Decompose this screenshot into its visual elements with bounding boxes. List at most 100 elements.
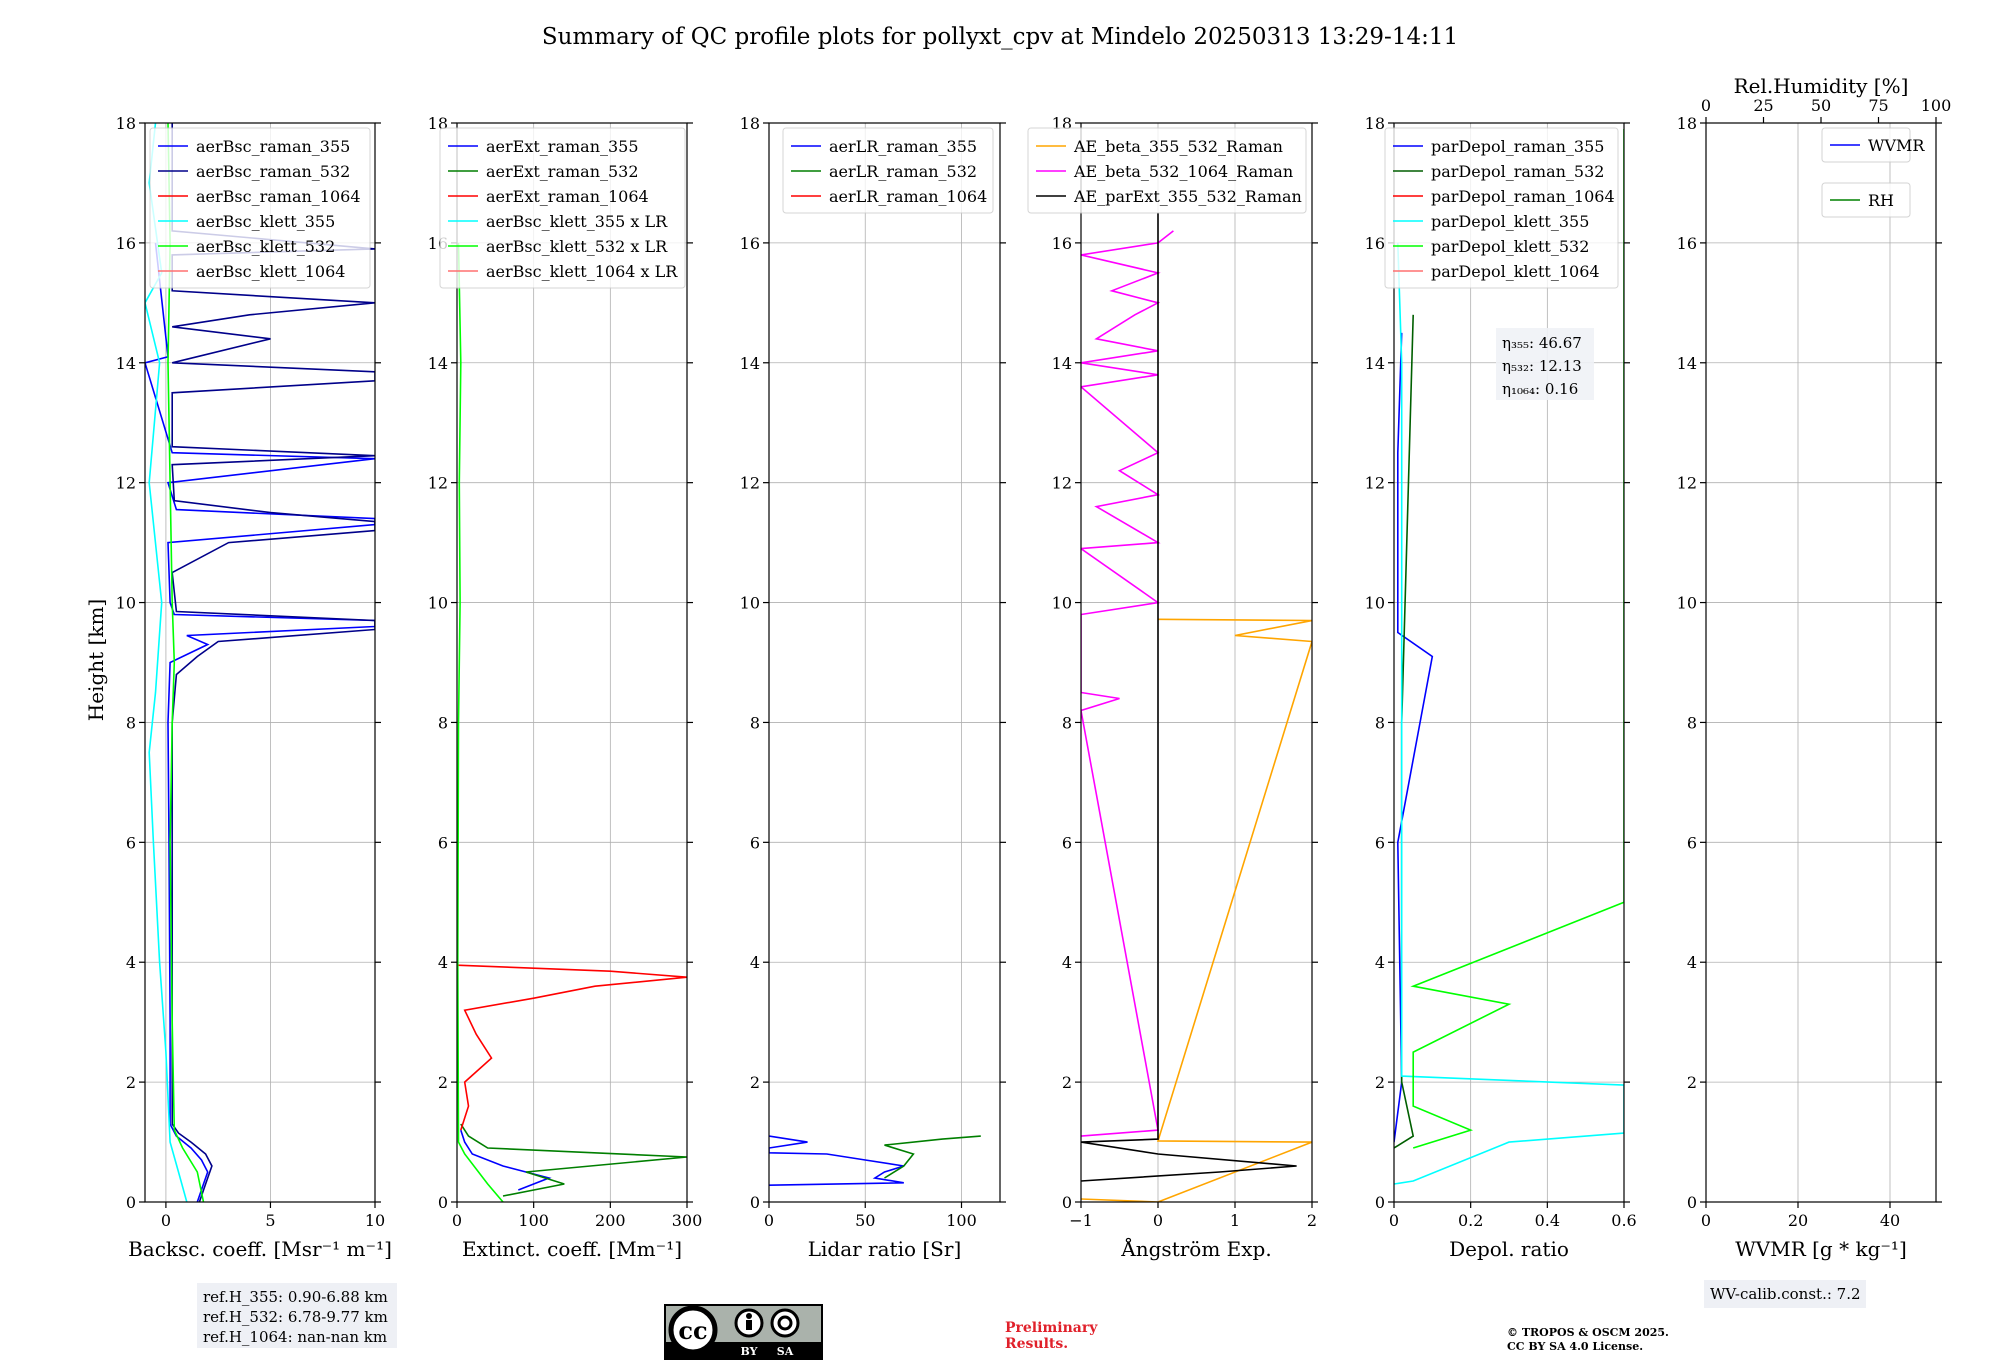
- series-group: [457, 242, 687, 1202]
- y-tick-label: 4: [1375, 953, 1385, 972]
- y-tick-label: 0: [1062, 1193, 1072, 1212]
- y-tick-label: 8: [126, 713, 136, 732]
- series-line-parDepol_raman_355: [1394, 332, 1434, 1143]
- x-tick-label: 5: [265, 1211, 275, 1230]
- y-tick-label: 18: [740, 114, 760, 133]
- legend-box: [1384, 127, 1619, 289]
- legend-label: aerBsc_klett_1064 x LR: [486, 262, 678, 281]
- top-x-tick-label: 75: [1868, 96, 1888, 115]
- y-tick-label: 14: [1365, 354, 1385, 373]
- legend: WVMR RH: [1821, 127, 1925, 218]
- legend: aerLR_raman_355 aerLR_raman_532 aerLR_rama…: [782, 127, 994, 214]
- legend-label: aerExt_raman_355: [486, 137, 639, 156]
- legend-box: [782, 127, 994, 214]
- series-line-parDepol_klett_355: [1394, 242, 1624, 1185]
- series-line-aerLR_raman_355: [769, 1135, 905, 1186]
- y-tick-label: 4: [438, 953, 448, 972]
- y-tick-label: 18: [116, 114, 136, 133]
- panel-lr: 0 2 4 6 8 10 12 14 16 18 0 50 100 Lidar ratio [Sr] aer…: [740, 114, 1006, 1261]
- y-tick-label: 4: [1687, 953, 1697, 972]
- legend-label: AE_beta_355_532_Raman: [1073, 137, 1283, 156]
- y-tick-label: 6: [1062, 833, 1072, 852]
- y-tick-label: 18: [1365, 114, 1385, 133]
- series-line-aerBsc_klett_532: [167, 123, 205, 1202]
- x-tick-label: 0.2: [1458, 1211, 1483, 1230]
- sa-icon-arrow: [777, 1315, 793, 1331]
- legend-box: [1821, 182, 1911, 218]
- eta-355: η₃₅₅: 46.67: [1502, 334, 1582, 352]
- x-tick-label: 50: [855, 1211, 875, 1230]
- series-line-aerExt_raman_532: [460, 1123, 687, 1197]
- ref-heights-box: ref.H_355: 0.90-6.88 km ref.H_532: 6.78-…: [197, 1283, 397, 1348]
- series-line-aerExt_raman_355: [460, 1129, 552, 1191]
- legend-label: WVMR: [1868, 136, 1925, 155]
- x-axis-label: Depol. ratio: [1449, 1237, 1569, 1261]
- y-tick-label: 0: [126, 1193, 136, 1212]
- x-tick-label: 0: [1153, 1211, 1163, 1230]
- x-tick-label: 100: [946, 1211, 977, 1230]
- legend-label: parDepol_raman_1064: [1431, 187, 1615, 206]
- eta-1064: η₁₀₆₄: 0.16: [1502, 380, 1578, 398]
- x-tick-label: 0: [764, 1211, 774, 1230]
- panel-depol: 0 2 4 6 8 10 12 14 16 18 0 0.2 0.4 0.6 Depol. ratio par…: [1365, 114, 1637, 1261]
- x-tick-label: 100: [518, 1211, 549, 1230]
- axes-frame: [1393, 122, 1625, 1203]
- y-tick-label: 14: [428, 354, 448, 373]
- y-tick-label: 10: [740, 594, 760, 613]
- series-line-AE_beta_532_1064_Raman: [1081, 230, 1174, 1137]
- y-tick-label: 8: [750, 713, 760, 732]
- x-axis-label: Ångström Exp.: [1120, 1236, 1271, 1261]
- x-tick-label: 300: [672, 1211, 703, 1230]
- y-tick-label: 10: [116, 594, 136, 613]
- y-tick-label: 4: [126, 953, 136, 972]
- y-tick-label: 6: [126, 833, 136, 852]
- top-x-tick-label: 100: [1921, 96, 1952, 115]
- y-tick-label: 2: [1375, 1073, 1385, 1092]
- legend: aerExt_raman_355 aerExt_raman_532 aerExt_r…: [439, 127, 686, 289]
- y-tick-label: 0: [438, 1193, 448, 1212]
- copyright-line1: © TROPOS & OSCM 2025.: [1507, 1326, 1669, 1339]
- y-tick-label: 8: [1687, 713, 1697, 732]
- wv-calib-bg: [1704, 1280, 1866, 1308]
- y-tick-label: 8: [1375, 713, 1385, 732]
- y-tick-label: 12: [740, 474, 760, 493]
- series-line-aerBsc_klett_532 x LR: [457, 242, 504, 1202]
- series-line-aerLR_raman_532: [884, 1135, 981, 1179]
- y-tick-label: 2: [438, 1073, 448, 1092]
- legend-label: aerExt_raman_532: [486, 162, 639, 181]
- x-tick-label: 2: [1307, 1211, 1317, 1230]
- by-icon-head: [746, 1313, 752, 1319]
- y-tick-label: 10: [1677, 594, 1697, 613]
- cc-icon-letters: cc: [678, 1316, 707, 1345]
- x-tick-label: 0: [161, 1211, 171, 1230]
- x-tick-label: 200: [595, 1211, 626, 1230]
- y-axis-label: Height [km]: [84, 599, 108, 721]
- legend-box: [439, 127, 686, 289]
- y-tick-label: 0: [750, 1193, 760, 1212]
- x-tick-label: 0.6: [1611, 1211, 1636, 1230]
- panel-bsc: 0 2 4 6 8 10 12 14 16 18 0 5 10 Backsc. coeff. [Msr⁻¹…: [116, 114, 392, 1261]
- eta-532: η₅₃₂: 12.13: [1502, 357, 1582, 375]
- legend: aerBsc_raman_355 aerBsc_raman_532 aerBsc_r…: [149, 127, 371, 289]
- legend-label: aerBsc_klett_1064: [196, 262, 345, 281]
- top-x-tick-label: 0: [1701, 96, 1711, 115]
- y-tick-label: 8: [1062, 713, 1072, 732]
- legend: parDepol_raman_355 parDepol_raman_532 parD…: [1384, 127, 1619, 289]
- legend-box: [1821, 127, 1911, 163]
- eta-box: η₃₅₅: 46.67 η₅₃₂: 12.13 η₁₀₆₄: 0.16: [1496, 328, 1594, 400]
- y-tick-label: 12: [116, 474, 136, 493]
- y-tick-label: 18: [1677, 114, 1697, 133]
- y-tick-label: 10: [428, 594, 448, 613]
- preliminary-line1: Preliminary: [1005, 1320, 1098, 1336]
- x-tick-label: 0.4: [1535, 1211, 1560, 1230]
- by-icon-body: [746, 1320, 752, 1330]
- series-group: [1081, 212, 1312, 1202]
- series-line-AE_beta_355_532_Raman: [1081, 618, 1312, 1202]
- y-tick-label: 12: [1052, 474, 1072, 493]
- legend-label: aerBsc_raman_1064: [196, 187, 361, 206]
- x-axis-label: WVMR [g * kg⁻¹]: [1735, 1237, 1907, 1261]
- top-x-axis-label: Rel.Humidity [%]: [1734, 74, 1909, 98]
- legend-box: [149, 127, 371, 289]
- ref-height-532: ref.H_532: 6.78-9.77 km: [203, 1308, 388, 1326]
